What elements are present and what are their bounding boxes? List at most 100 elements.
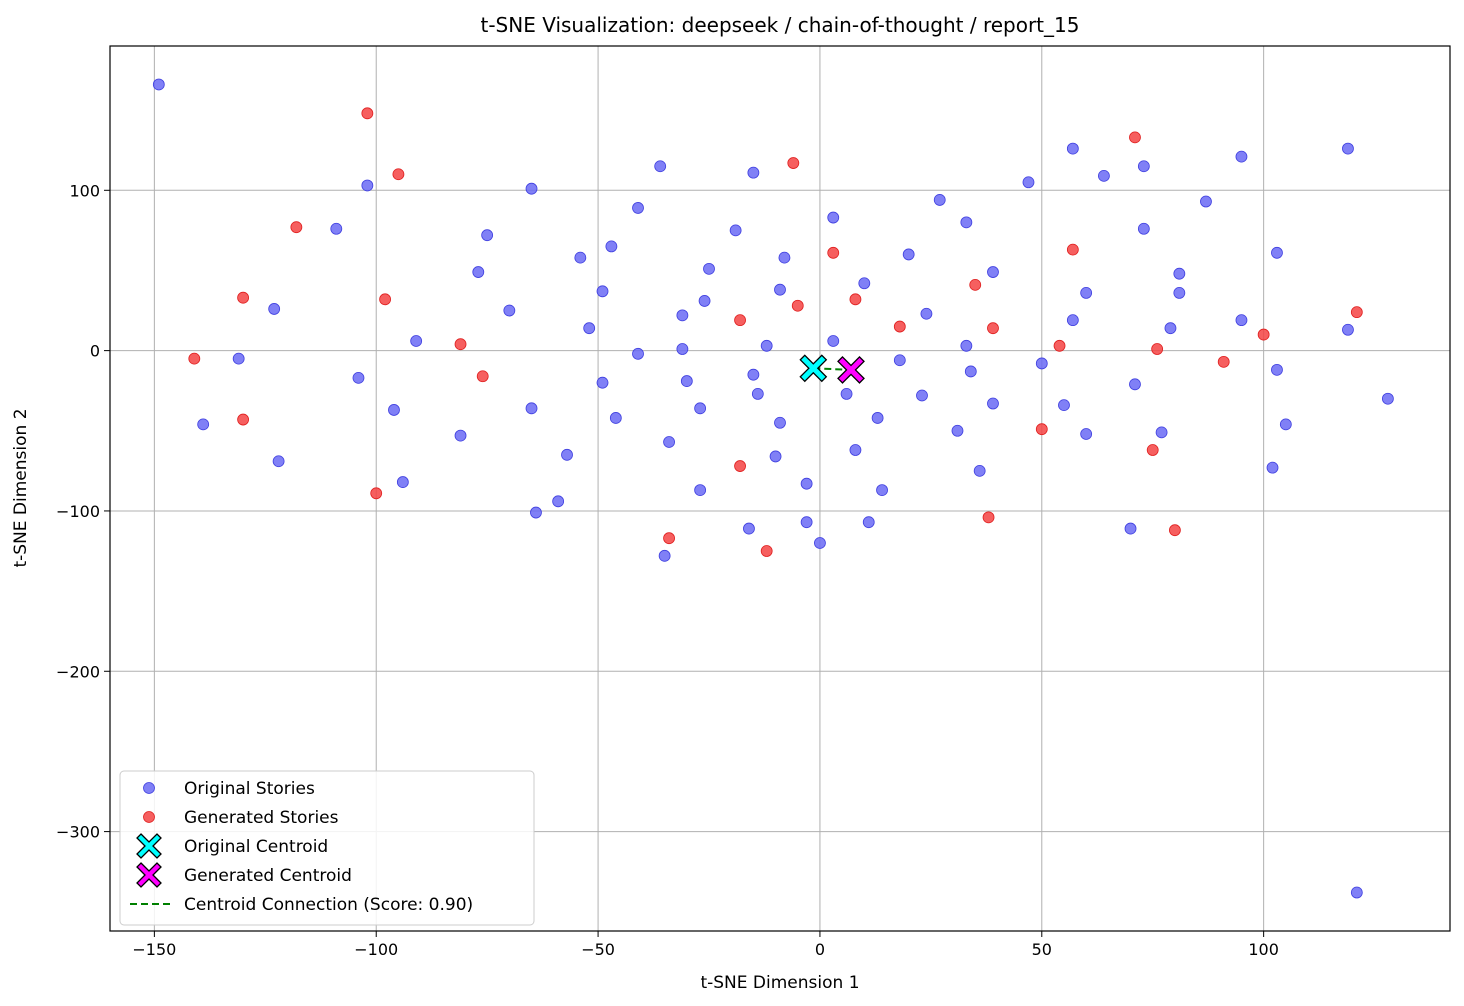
original-story-point — [1022, 176, 1035, 189]
generated-centroid-marker — [837, 355, 865, 384]
original-story-point — [964, 365, 977, 378]
generated-story-point — [893, 320, 906, 333]
x-axis-label: t-SNE Dimension 1 — [700, 973, 859, 993]
generated-story-point — [1350, 306, 1363, 319]
centroid-connection-line — [813, 367, 852, 371]
x-tick-label: −100 — [354, 940, 398, 959]
generated-story-point — [1066, 243, 1079, 256]
legend-marker-generated — [143, 811, 155, 823]
generated-story-point — [1146, 444, 1159, 456]
original-story-point — [525, 402, 538, 415]
original-story-point — [1266, 461, 1279, 474]
generated-story-point — [237, 291, 250, 304]
generated-story-point — [734, 460, 746, 472]
y-tick-label: −300 — [56, 823, 100, 842]
original-story-point — [1173, 287, 1186, 299]
original-story-point — [1129, 378, 1141, 391]
original-story-point — [743, 522, 755, 535]
original-story-point — [751, 388, 764, 400]
original-story-point — [1342, 323, 1354, 336]
original-story-point — [920, 307, 933, 320]
original-story-point — [951, 424, 964, 437]
original-story-point — [778, 251, 791, 264]
original-story-point — [330, 222, 343, 235]
generated-story-point — [1035, 423, 1048, 436]
original-centroid-marker — [799, 354, 828, 383]
generated-story-point — [987, 322, 999, 335]
original-story-point — [694, 402, 707, 415]
original-story-point — [1066, 314, 1079, 327]
original-story-point — [1200, 195, 1212, 208]
original-story-point — [361, 179, 374, 192]
generated-story-point — [1169, 524, 1181, 537]
generated-story-point — [849, 293, 862, 306]
original-story-point — [268, 303, 281, 315]
original-story-point — [902, 248, 915, 261]
original-story-point — [481, 229, 494, 242]
original-story-point — [410, 335, 423, 347]
y-tick-label: 100 — [69, 181, 100, 200]
chart-title: t-SNE Visualization: deepseek / chain-of… — [481, 13, 1080, 37]
legend-marker-original — [143, 782, 155, 794]
original-story-point — [654, 160, 667, 173]
original-story-point — [760, 339, 773, 352]
generated-story-point — [1129, 131, 1141, 144]
legend-label-original: Original Stories — [184, 779, 315, 799]
original-story-point — [876, 484, 888, 497]
generated-story-point — [454, 338, 467, 351]
generated-story-point — [734, 314, 746, 327]
original-story-point — [1124, 522, 1137, 535]
original-story-point — [552, 495, 565, 508]
legend-label-original-centroid: Original Centroid — [184, 837, 328, 857]
original-story-point — [1066, 142, 1079, 155]
legend-marker-generated-centroid — [136, 862, 162, 888]
original-story-point — [862, 516, 875, 529]
x-tick-label: 50 — [1032, 940, 1052, 959]
original-story-point — [849, 444, 862, 456]
generated-story-point — [1217, 355, 1230, 368]
original-story-point — [1164, 322, 1177, 335]
generated-story-point — [361, 107, 374, 120]
legend-label-generated-centroid: Generated Centroid — [184, 866, 352, 886]
original-story-point — [680, 375, 693, 387]
original-story-point — [632, 202, 644, 214]
original-story-point — [973, 464, 986, 477]
original-story-point — [774, 283, 786, 296]
original-story-point — [814, 537, 826, 549]
original-story-point — [747, 166, 760, 179]
original-story-point — [960, 216, 973, 229]
generated-story-point — [969, 278, 982, 291]
generated-story-point — [1151, 343, 1164, 355]
y-axis-label: t-SNE Dimension 2 — [11, 408, 31, 567]
original-story-point — [596, 285, 609, 298]
original-story-point — [1271, 363, 1283, 376]
generated-story-point — [392, 168, 405, 181]
generated-story-point — [379, 293, 391, 306]
x-tick-label: −50 — [581, 940, 615, 959]
original-story-point — [698, 295, 711, 307]
generated-story-point — [1053, 339, 1066, 352]
original-story-point — [1035, 357, 1048, 370]
original-story-point — [152, 78, 165, 91]
original-story-point — [1058, 399, 1070, 412]
generated-story-point — [787, 157, 800, 169]
legend: Original Stories Generated Stories Origi… — [119, 770, 535, 926]
original-story-point — [472, 266, 485, 278]
original-story-point — [871, 412, 884, 424]
original-story-point — [272, 455, 285, 468]
generated-story-point — [370, 487, 383, 500]
original-story-point — [663, 436, 675, 448]
original-story-point — [197, 418, 210, 431]
original-story-point — [525, 182, 538, 195]
legend-marker-original-centroid — [136, 833, 162, 859]
original-story-point — [987, 397, 999, 410]
original-story-point — [729, 224, 742, 237]
original-story-point — [987, 266, 999, 278]
original-story-point — [596, 376, 609, 389]
original-story-point — [827, 335, 840, 347]
original-story-point — [703, 262, 715, 275]
generated-story-point — [476, 370, 489, 383]
original-story-point — [933, 194, 946, 206]
legend-label-generated: Generated Stories — [184, 808, 339, 828]
